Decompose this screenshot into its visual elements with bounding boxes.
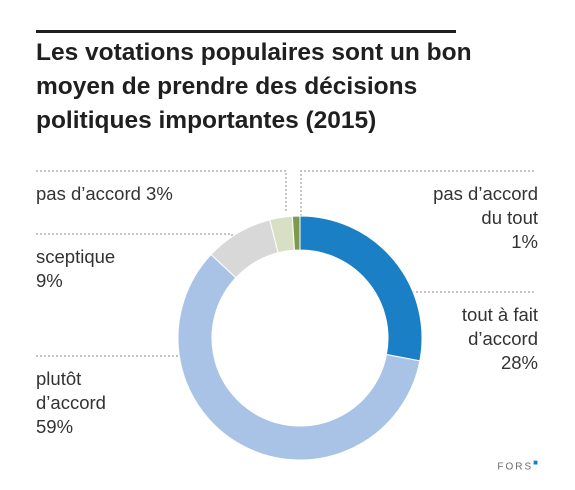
donut-slices xyxy=(177,215,423,461)
slice-label-plutot: plutôt d’accord 59% xyxy=(36,368,106,437)
chart-title: Les votations populaires sont un bon moy… xyxy=(36,39,472,134)
slice-label-pas-daccord: pas d’accord 3% xyxy=(36,183,173,204)
slice-label-tout-a-fait: tout à fait d’accord 28% xyxy=(461,304,538,373)
donut-slice-0 xyxy=(299,215,423,362)
donut-slice-4 xyxy=(291,215,301,251)
leader-line-0 xyxy=(36,170,287,213)
leader-line-1 xyxy=(300,170,534,216)
fors-logo: FORS■ xyxy=(497,458,538,473)
slice-label-sceptique: sceptique 9% xyxy=(36,246,116,291)
slice-label-pas-du-tout: pas d’accord du tout 1% xyxy=(433,183,538,252)
donut-slice-1 xyxy=(177,253,421,461)
title-rule xyxy=(36,30,456,33)
